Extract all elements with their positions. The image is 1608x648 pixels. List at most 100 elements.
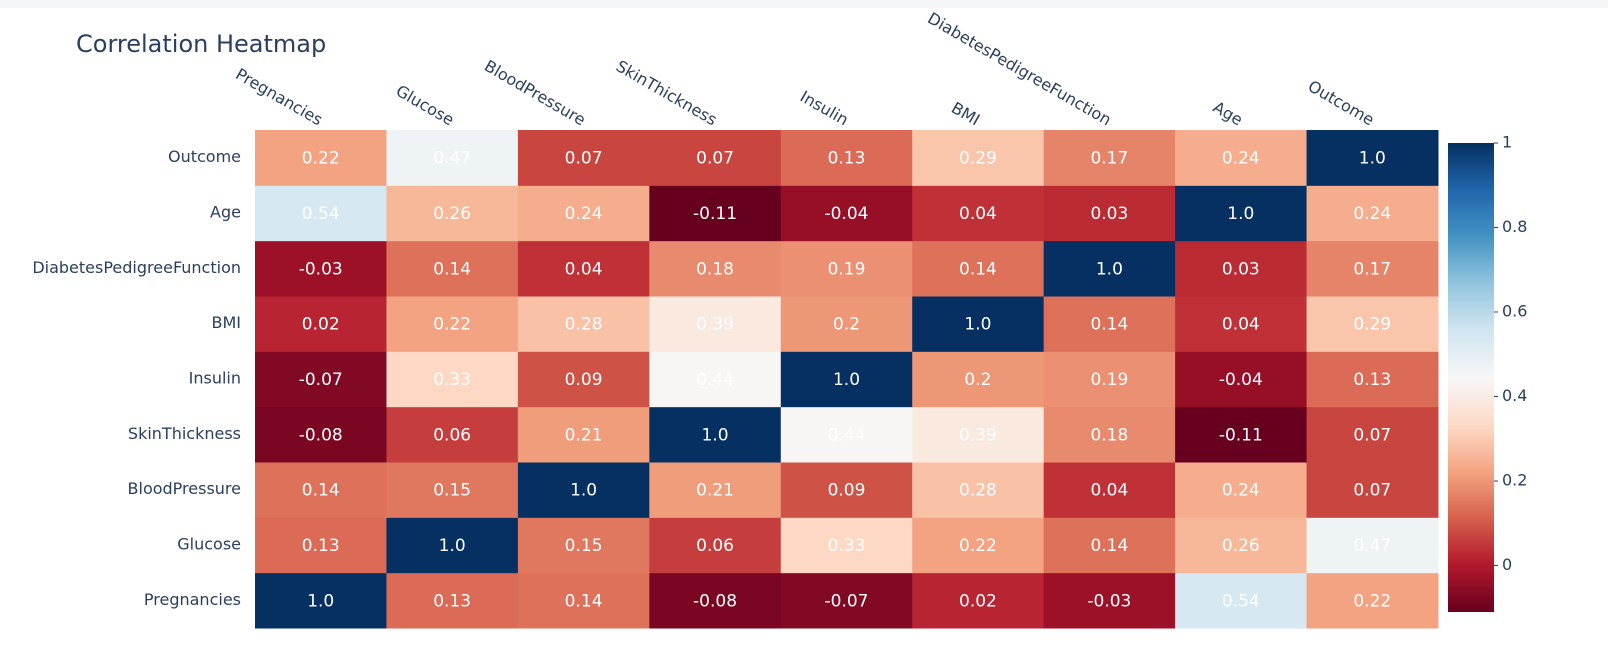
y-tick-label: Insulin xyxy=(189,369,241,388)
cell-label: 0.28 xyxy=(959,481,997,501)
cell-label: 1.0 xyxy=(1359,149,1386,169)
x-tick-label: Glucose xyxy=(393,81,458,129)
heatmap-cell xyxy=(912,406,1045,463)
heatmap-cell xyxy=(386,517,519,574)
heatmap-cell xyxy=(780,462,913,518)
cell-label: 1.0 xyxy=(570,481,597,501)
cell-label: 0.02 xyxy=(959,591,997,611)
heatmap-cell xyxy=(386,185,519,242)
cell-label: 0.24 xyxy=(565,204,603,224)
cell-label: 0.24 xyxy=(1222,481,1260,501)
cell-label: 1.0 xyxy=(1227,204,1254,224)
cell-label: 0.14 xyxy=(1090,536,1128,556)
heatmap-cell xyxy=(649,572,782,629)
cell-label: 0.13 xyxy=(302,536,340,556)
cell-label: 0.14 xyxy=(1090,315,1128,335)
cell-label: 0.24 xyxy=(1353,204,1391,224)
x-tick-label: Insulin xyxy=(797,87,852,130)
chart-title: Correlation Heatmap xyxy=(76,30,326,58)
cell-label: 1.0 xyxy=(307,591,334,611)
cell-label: 1.0 xyxy=(1096,259,1123,279)
heatmap-cell xyxy=(1175,130,1308,186)
cell-label: 0.14 xyxy=(433,259,471,279)
heatmap-cell xyxy=(255,296,387,352)
heatmap-cell xyxy=(649,296,782,352)
heatmap-cell xyxy=(1306,185,1439,242)
cell-label: 0.47 xyxy=(433,149,471,169)
heatmap-cell xyxy=(1175,406,1308,463)
heatmap-cell xyxy=(780,130,913,186)
heatmap-cell xyxy=(1306,296,1439,352)
cell-label: -0.04 xyxy=(825,204,869,224)
cell-label: 0.29 xyxy=(959,149,997,169)
heatmap-cell xyxy=(912,185,1045,242)
heatmap-cell xyxy=(1043,130,1176,186)
y-tick-label: Age xyxy=(210,203,241,222)
heatmap-cell xyxy=(780,296,913,352)
cell-label: 0.24 xyxy=(1222,149,1260,169)
heatmap-cell xyxy=(517,130,650,186)
heatmap-cell xyxy=(912,517,1045,574)
heatmap-cell xyxy=(255,130,387,186)
heatmap-cell xyxy=(1043,351,1176,408)
heatmap-cell xyxy=(912,351,1045,408)
heatmap-cell xyxy=(517,351,650,408)
heatmap-cell xyxy=(386,130,519,186)
heatmap-cell xyxy=(1043,462,1176,518)
x-tick-label: Pregnancies xyxy=(232,64,326,129)
heatmap-cell xyxy=(255,351,387,408)
heatmap-cell xyxy=(517,185,650,242)
cell-label: -0.04 xyxy=(1219,370,1263,390)
colorbar-tick-label: 0.2 xyxy=(1502,471,1527,490)
cell-label: -0.07 xyxy=(299,370,343,390)
cell-label: 0.06 xyxy=(696,536,734,556)
cell-label: 0.04 xyxy=(1222,315,1260,335)
cell-label: 0.13 xyxy=(828,149,866,169)
cell-label: 0.09 xyxy=(565,370,603,390)
heatmap-cell xyxy=(1306,351,1439,408)
heatmap-cell xyxy=(1043,296,1176,352)
heatmap-cell xyxy=(780,185,913,242)
heatmap-cell xyxy=(780,240,913,297)
heatmap-cell xyxy=(386,296,519,352)
heatmap-cell xyxy=(255,517,387,574)
cell-label: 0.04 xyxy=(1090,481,1128,501)
cell-label: 0.14 xyxy=(959,259,997,279)
cell-label: 0.17 xyxy=(1090,149,1128,169)
heatmap-cell xyxy=(912,296,1045,352)
x-tick-label: Outcome xyxy=(1305,76,1378,129)
heatmap-cell xyxy=(780,351,913,408)
x-tick-label: BloodPressure xyxy=(481,56,589,129)
cell-label: 0.18 xyxy=(696,259,734,279)
heatmap-cell xyxy=(1306,130,1439,186)
cell-label: 0.22 xyxy=(433,315,471,335)
heatmap-cell xyxy=(386,572,519,629)
cell-label: 0.13 xyxy=(1353,370,1391,390)
cell-label: 0.29 xyxy=(1353,315,1391,335)
cell-label: 0.19 xyxy=(828,259,866,279)
cell-label: 0.03 xyxy=(1222,259,1260,279)
heatmap-cell xyxy=(649,462,782,518)
cell-label: 0.03 xyxy=(1090,204,1128,224)
cell-label: 0.33 xyxy=(433,370,471,390)
colorbar-tick-label: 0.6 xyxy=(1502,302,1527,321)
cell-label: -0.08 xyxy=(299,425,343,445)
cell-label: 0.07 xyxy=(565,149,603,169)
cell-label: 0.28 xyxy=(565,315,603,335)
y-tick-label: Outcome xyxy=(168,147,241,166)
heatmap-cell xyxy=(1306,517,1439,574)
cell-label: 0.15 xyxy=(565,536,603,556)
colorbar xyxy=(1448,143,1494,612)
heatmap-cell xyxy=(1175,351,1308,408)
cell-label: 0.33 xyxy=(828,536,866,556)
cell-label: 1.0 xyxy=(702,425,729,445)
cell-label: 0.47 xyxy=(1353,536,1391,556)
cell-label: 1.0 xyxy=(833,370,860,390)
heatmap-cell xyxy=(1175,462,1308,518)
heatmap-cell xyxy=(1043,240,1176,297)
cell-label: 0.21 xyxy=(565,425,603,445)
y-tick-label: Glucose xyxy=(177,535,241,554)
heatmap-cell xyxy=(1175,517,1308,574)
